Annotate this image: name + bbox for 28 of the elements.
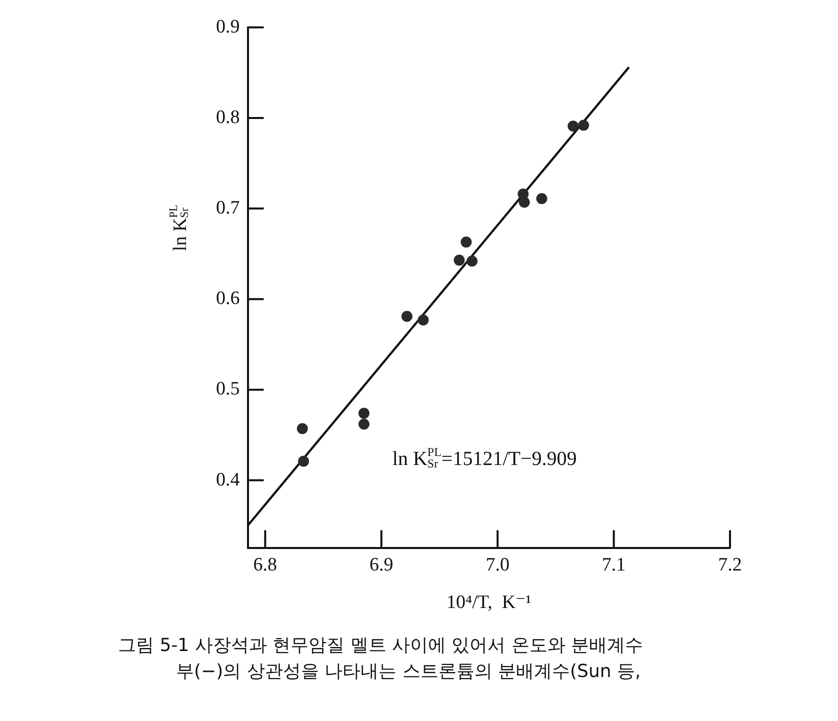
point (296, 423, 308, 434)
x-tick-label: 7.1 (602, 554, 626, 576)
x-tick-label: 6.8 (253, 554, 278, 576)
point (401, 310, 412, 322)
point (518, 196, 530, 208)
y-tick-label: 0.5 (216, 378, 240, 400)
point (568, 120, 579, 132)
caption: 그림 5-1 사장석과 현무암질 멜트 사이에 있어서 온도와 분배계수 (118, 634, 644, 658)
y-tick-label: 0.6 (216, 288, 240, 310)
y-axis-title: ln KPLSr (168, 204, 192, 252)
point (454, 254, 465, 266)
point (578, 120, 590, 131)
y-tick-label: 0.9 (216, 16, 240, 38)
y-tick-label: 0.7 (216, 198, 240, 219)
point (358, 408, 370, 419)
point (460, 236, 472, 248)
y-tick-label: 0.8 (216, 106, 240, 128)
text: 부(−)의 상관성을 나타내는 스트론튬의 분배계수(Sun 등, (175, 660, 642, 684)
x-tick-label: 6.9 (370, 554, 394, 576)
x-axis-title: 10⁴/T, K⁻¹ (446, 592, 532, 614)
point (358, 418, 370, 430)
x-tick-label: 7.0 (486, 554, 510, 576)
point (298, 456, 310, 467)
point (536, 193, 548, 204)
point (466, 256, 478, 267)
x-tick-label: 7.2 (718, 554, 742, 576)
point (418, 314, 429, 326)
y-tick-label: 0.4 (216, 469, 240, 490)
